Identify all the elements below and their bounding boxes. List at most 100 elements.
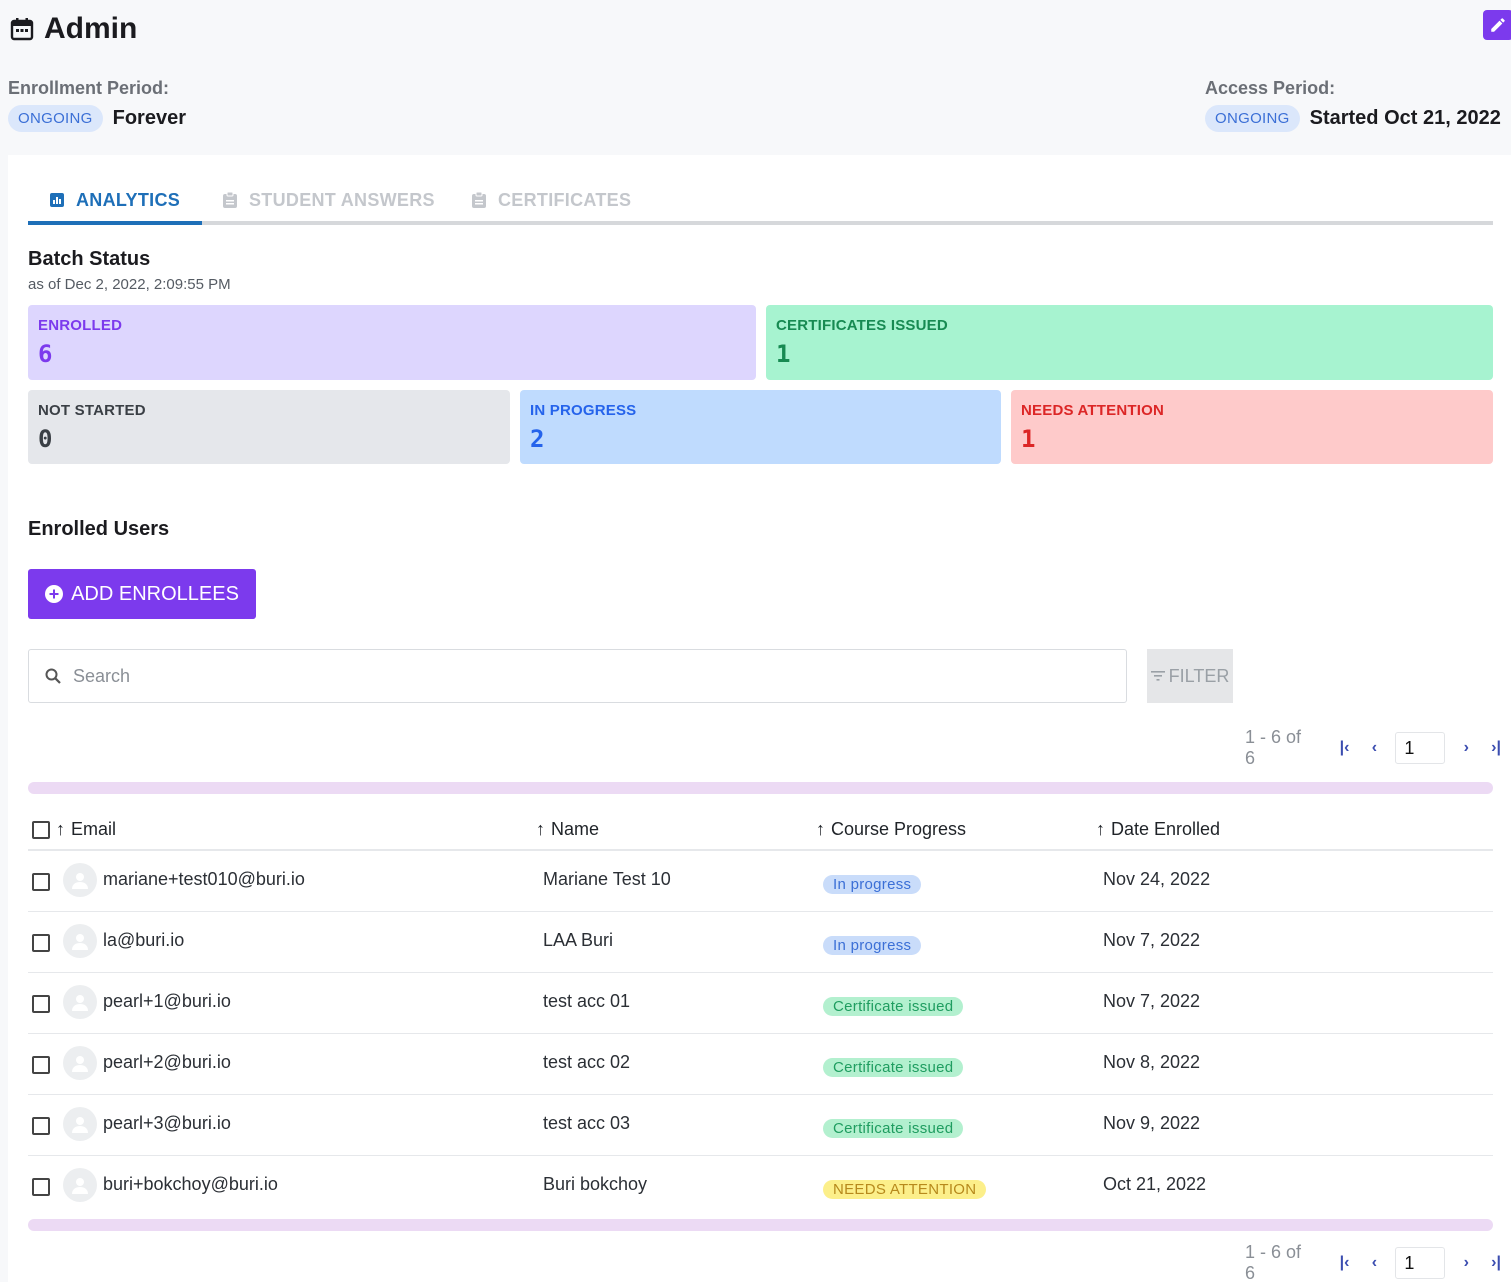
pagination-range: 1 - 6 of 6 (1245, 1242, 1302, 1282)
edit-button[interactable] (1483, 10, 1511, 40)
column-email[interactable]: ↑ Email (32, 819, 116, 840)
avatar (63, 985, 97, 1019)
tab-analytics-label: ANALYTICS (76, 189, 181, 210)
page-number-input[interactable] (1395, 1247, 1446, 1279)
avatar (63, 1107, 97, 1141)
tab-analytics[interactable]: ANALYTICS (50, 175, 180, 225)
row-checkbox[interactable] (32, 873, 50, 891)
search-input[interactable] (73, 665, 973, 687)
tab-certificates[interactable]: CERTIFICATES (472, 175, 631, 225)
column-course-progress[interactable]: ↑ Course Progress (816, 819, 966, 840)
status-badge: In progress (823, 875, 922, 894)
stat-not-started: NOT STARTED 0 (28, 390, 510, 464)
row-name: LAA Buri (543, 930, 614, 950)
stat-in-progress: IN PROGRESS 2 (520, 390, 1001, 464)
column-date-enrolled[interactable]: ↑ Date Enrolled (1096, 819, 1220, 840)
select-all-checkbox[interactable] (32, 820, 50, 839)
pagination-range: 1 - 6 of 6 (1245, 727, 1302, 768)
row-date: Nov 7, 2022 (1103, 930, 1201, 950)
stat-needs-attention: NEEDS ATTENTION 1 (1011, 390, 1493, 464)
page-header: Admin Enrollment Period: ONGOING Forever… (0, 0, 1511, 150)
page-number-input[interactable] (1395, 732, 1446, 764)
next-page-icon[interactable]: › (1463, 739, 1469, 756)
status-badge: Certificate issued (823, 997, 964, 1016)
next-page-icon[interactable]: › (1463, 1254, 1469, 1271)
last-page-icon[interactable]: ›| (1491, 739, 1501, 756)
avatar (63, 863, 97, 897)
row-email: la@buri.io (103, 930, 185, 950)
column-progress-label: Course Progress (831, 819, 967, 839)
add-enrollees-button[interactable]: ADD ENROLLEES (28, 569, 256, 619)
search-icon (45, 668, 61, 684)
stat-enrolled: ENROLLED 6 (28, 305, 756, 380)
clipboard-icon (223, 192, 237, 208)
sort-arrow-icon: ↑ (536, 819, 545, 839)
row-name: test acc 01 (543, 991, 631, 1011)
row-email: mariane+test010@buri.io (103, 869, 305, 889)
row-date: Nov 7, 2022 (1103, 991, 1201, 1011)
row-checkbox[interactable] (32, 995, 50, 1013)
prev-page-icon[interactable]: ‹ (1371, 1254, 1378, 1271)
enrollment-period-value: Forever (112, 107, 186, 129)
add-enrollees-label: ADD ENROLLEES (71, 582, 239, 605)
avatar (63, 1046, 97, 1080)
stat-needs-attention-label: NEEDS ATTENTION (1021, 402, 1165, 419)
row-checkbox[interactable] (32, 1056, 50, 1074)
row-checkbox[interactable] (32, 1117, 50, 1135)
batch-status-title: Batch Status (28, 248, 151, 270)
calendar-icon (10, 18, 34, 41)
column-date-label: Date Enrolled (1111, 819, 1221, 839)
page-title: Admin (44, 12, 138, 45)
row-checkbox[interactable] (32, 934, 50, 952)
access-period-value: Started Oct 21, 2022 (1309, 107, 1501, 129)
avatar (63, 924, 97, 958)
access-period-label: Access Period: (1205, 78, 1336, 98)
table-row[interactable]: buri+bokchoy@buri.io Buri bokchoy NEEDS … (28, 1156, 1493, 1217)
stat-certificates-label: CERTIFICATES ISSUED (776, 317, 948, 334)
row-email: pearl+2@buri.io (103, 1052, 231, 1072)
column-name[interactable]: ↑ Name (536, 819, 599, 840)
tab-student-answers[interactable]: STUDENT ANSWERS (223, 175, 435, 225)
filter-icon (1150, 671, 1165, 681)
enrollment-period-label: Enrollment Period: (8, 78, 170, 98)
row-date: Nov 24, 2022 (1103, 869, 1211, 889)
stat-certificates-issued: CERTIFICATES ISSUED 1 (766, 305, 1493, 380)
prev-page-icon[interactable]: ‹ (1371, 739, 1378, 756)
table-top-stripe (28, 782, 1493, 794)
column-name-label: Name (551, 819, 600, 839)
tab-certificates-label: CERTIFICATES (498, 189, 632, 210)
pencil-icon (1491, 18, 1505, 32)
stat-needs-attention-value: 1 (1021, 425, 1036, 453)
clipboard-icon (472, 192, 486, 208)
table-row[interactable]: mariane+test010@buri.io Mariane Test 10 … (28, 851, 1493, 912)
first-page-icon[interactable]: |‹ (1339, 739, 1350, 756)
stat-in-progress-label: IN PROGRESS (530, 402, 637, 419)
pagination-top: 1 - 6 of 6 |‹ ‹ › ›| (1245, 727, 1511, 769)
sort-arrow-icon: ↑ (1096, 819, 1105, 839)
stat-not-started-label: NOT STARTED (38, 402, 146, 419)
sort-arrow-icon: ↑ (816, 819, 825, 839)
access-period: Access Period: ONGOING Started Oct 21, 2… (1205, 78, 1501, 132)
plus-circle-icon (45, 585, 64, 603)
row-name: Buri bokchoy (543, 1174, 648, 1194)
first-page-icon[interactable]: |‹ (1339, 1254, 1350, 1271)
access-status-chip: ONGOING (1205, 105, 1300, 132)
filter-button[interactable]: FILTER (1147, 649, 1233, 703)
table-row[interactable]: pearl+1@buri.io test acc 01 Certificate … (28, 973, 1493, 1034)
enrollment-period: Enrollment Period: ONGOING Forever (8, 78, 186, 132)
table-row[interactable]: pearl+2@buri.io test acc 02 Certificate … (28, 1034, 1493, 1095)
row-name: test acc 03 (543, 1113, 631, 1133)
enrolled-users-title: Enrolled Users (28, 518, 170, 540)
stat-certificates-value: 1 (776, 340, 791, 368)
table-row[interactable]: pearl+3@buri.io test acc 03 Certificate … (28, 1095, 1493, 1156)
stat-enrolled-label: ENROLLED (38, 317, 123, 334)
column-email-label: Email (71, 819, 117, 839)
row-name: Mariane Test 10 (543, 869, 671, 889)
batch-status-timestamp: as of Dec 2, 2022, 2:09:55 PM (28, 276, 231, 293)
row-checkbox[interactable] (32, 1178, 50, 1196)
row-email: buri+bokchoy@buri.io (103, 1174, 278, 1194)
pagination-bottom: 1 - 6 of 6 |‹ ‹ › ›| (1245, 1242, 1511, 1282)
table-row[interactable]: la@buri.io LAA Buri In progress Nov 7, 2… (28, 912, 1493, 973)
user-icon (72, 1056, 88, 1072)
last-page-icon[interactable]: ›| (1491, 1254, 1501, 1271)
